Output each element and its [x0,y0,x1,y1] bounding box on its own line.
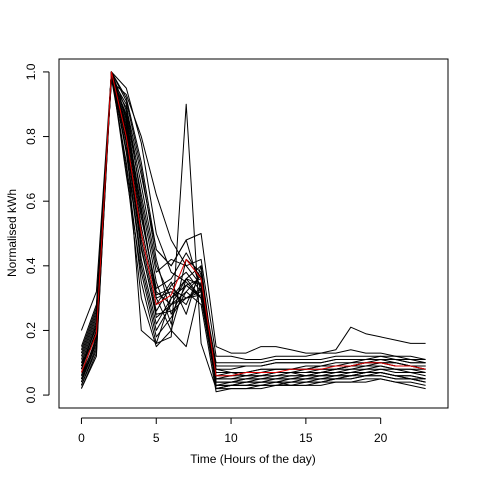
x-axis: 0 5 10 15 20 [78,417,388,445]
series-line [80,71,426,393]
series-line [80,71,426,390]
series-line [80,74,426,364]
series-line [80,71,426,386]
x-tick-label: 20 [374,431,388,445]
x-axis-label: Time (Hours of the day) [190,452,316,466]
y-tick-label: 0.0 [24,386,38,403]
y-tick-label: 0.6 [24,193,38,210]
y-tick-label: 1.0 [24,63,38,80]
x-tick-label: 15 [299,431,313,445]
series-line [80,71,426,383]
y-axis: 0.0 0.2 0.4 0.6 0.8 1.0 [24,63,50,403]
series-line [80,74,426,390]
series-lines [80,71,426,393]
x-tick-label: 0 [78,431,85,445]
x-tick-label: 10 [224,431,238,445]
series-line [80,71,426,390]
y-axis-label: Normalised kWh [5,189,19,277]
series-line [80,71,426,386]
y-tick-label: 0.2 [24,322,38,339]
series-line [80,71,426,354]
y-tick-label: 0.8 [24,128,38,145]
series-line [80,74,426,390]
series-line [80,81,426,360]
y-tick-label: 0.4 [24,257,38,274]
x-tick-label: 5 [153,431,160,445]
series-line [80,81,426,367]
series-line [80,74,426,380]
plot-frame [58,58,449,409]
series-line-highlight [80,71,426,377]
series-line [80,71,426,383]
